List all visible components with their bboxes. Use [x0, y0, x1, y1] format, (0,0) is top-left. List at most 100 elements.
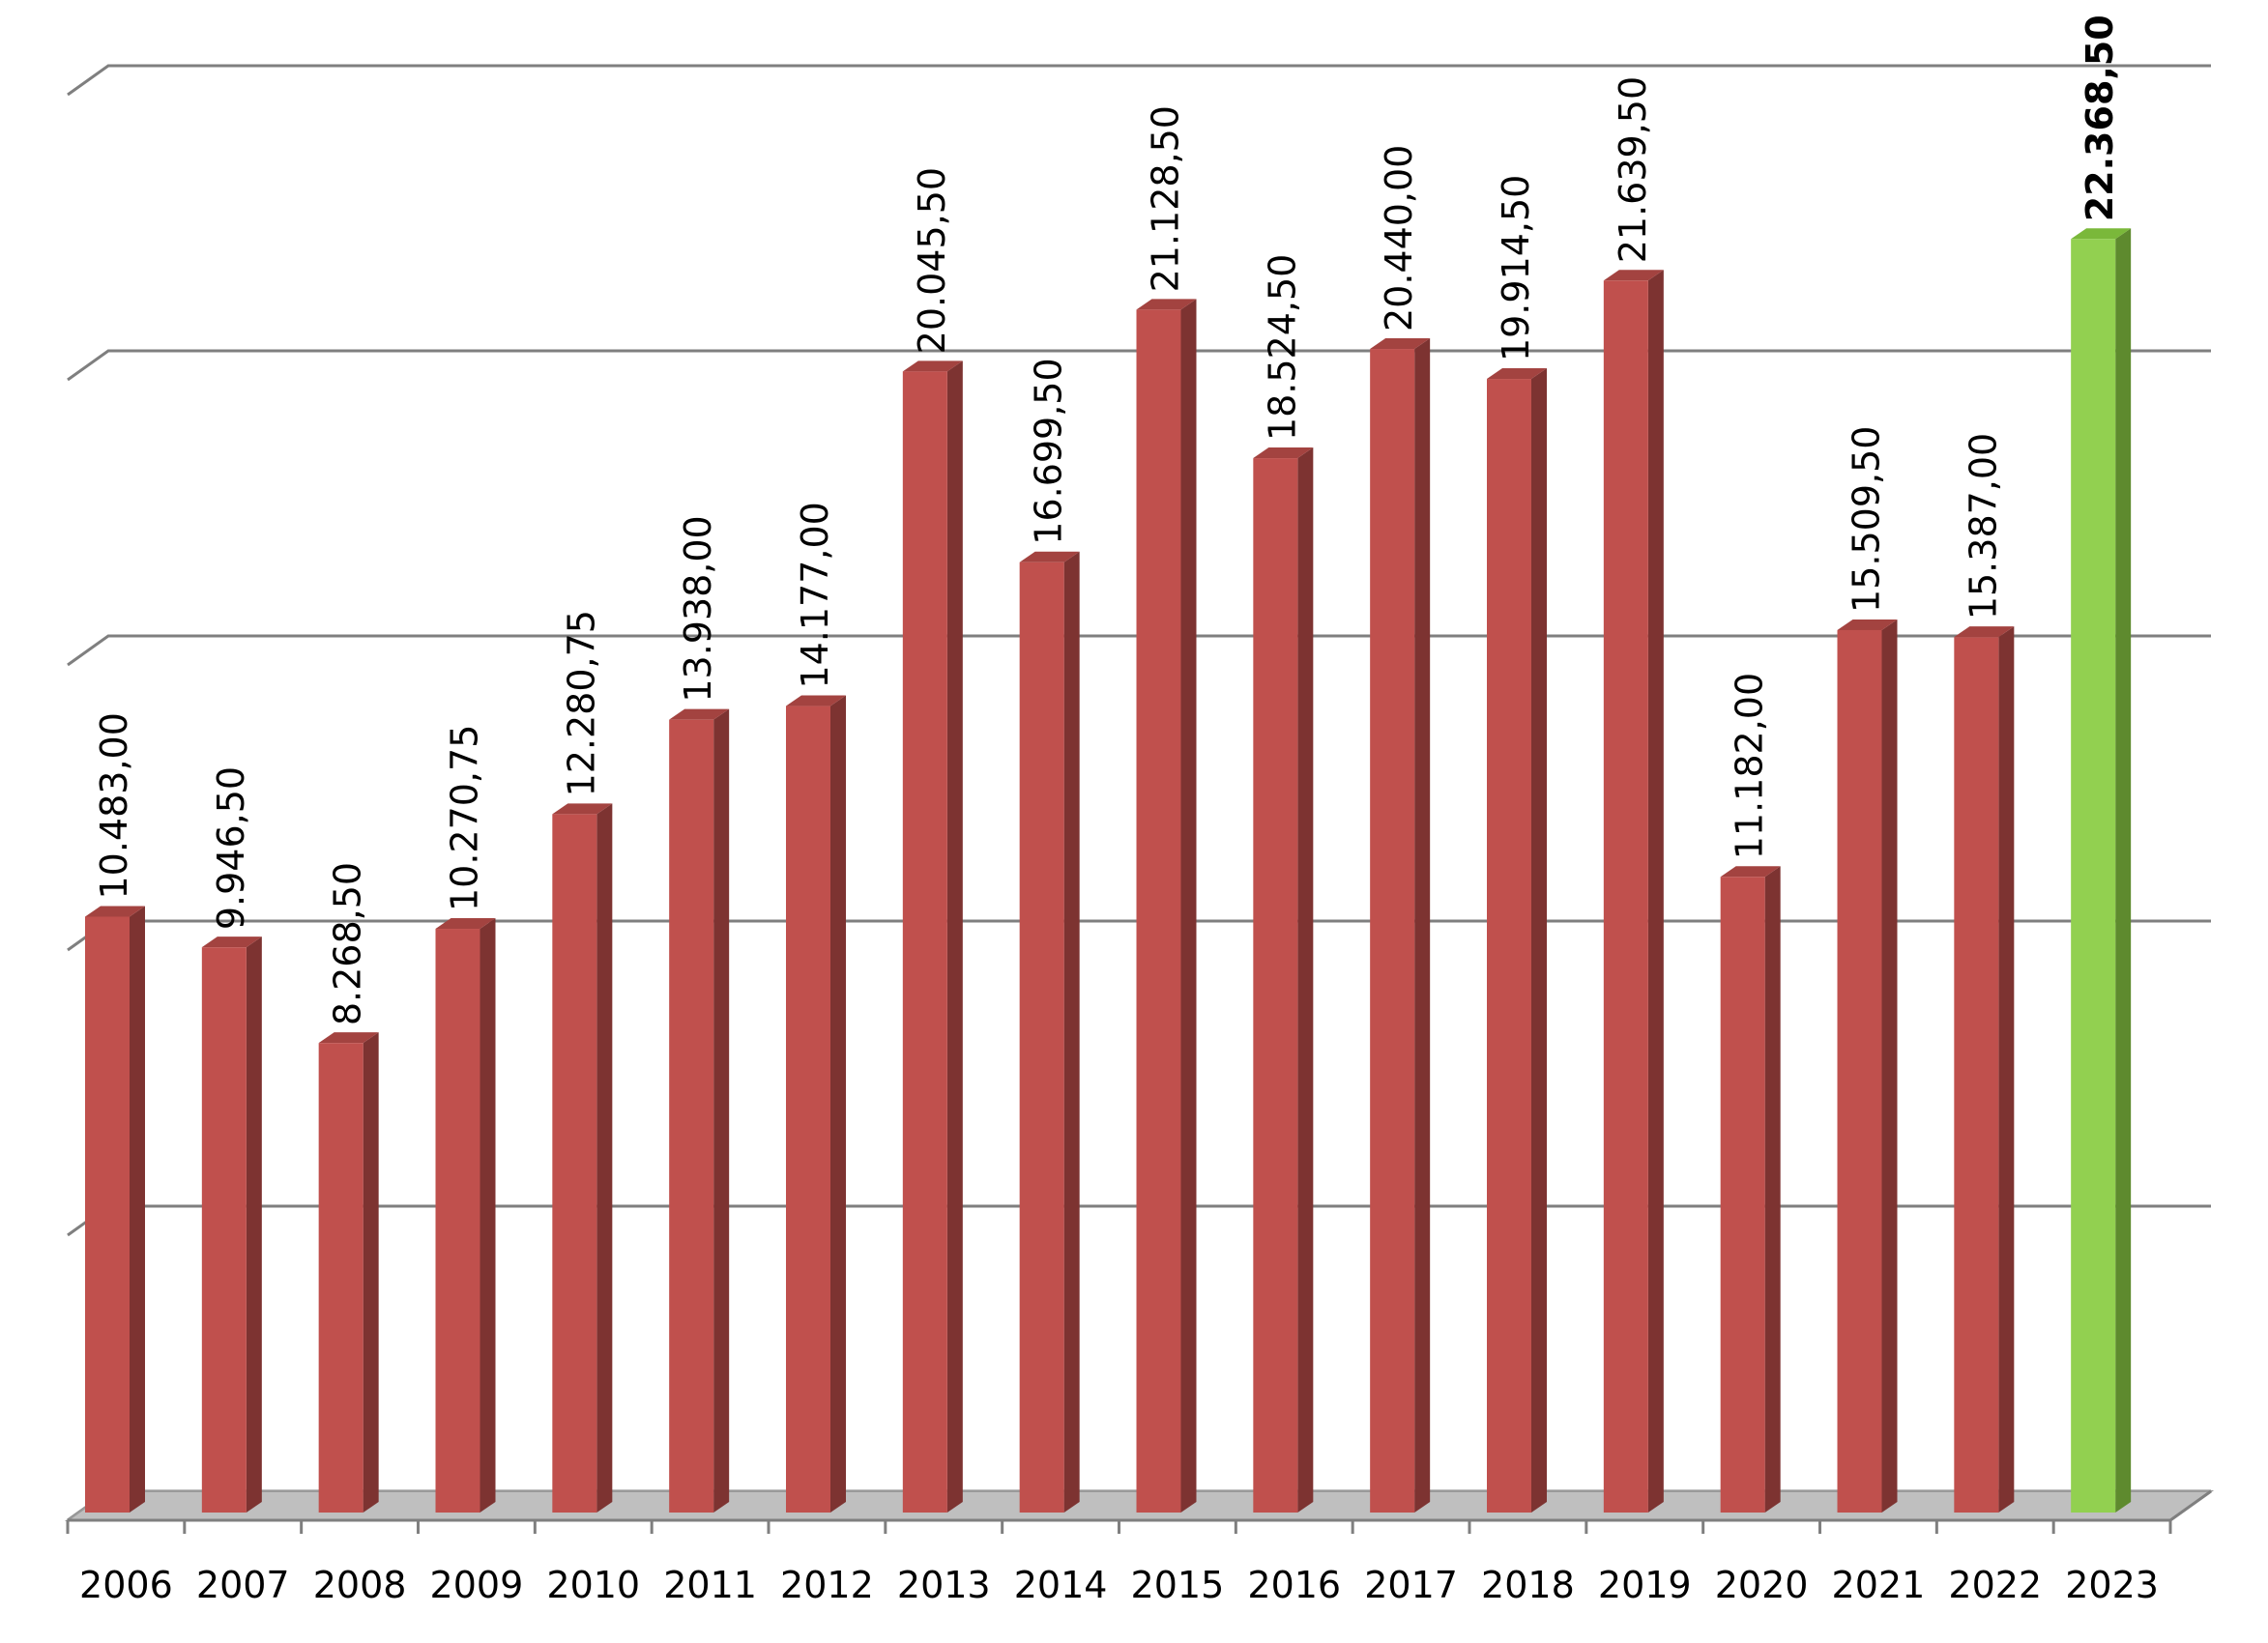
bar-top-2010: [552, 803, 613, 815]
bar-2018: [1487, 368, 1547, 1513]
x-tick-label-2009: 2009: [430, 1564, 524, 1606]
bar-top-2012: [786, 695, 846, 706]
bar-2022: [1954, 626, 2015, 1513]
bar-side-2021: [1881, 619, 1898, 1513]
bar-2008: [318, 1032, 379, 1513]
bar-front-2009: [435, 929, 480, 1513]
x-tick-label-2010: 2010: [546, 1564, 640, 1606]
bar-2017: [1370, 338, 1431, 1513]
bar-2020: [1720, 866, 1781, 1513]
x-tick-label-2008: 2008: [313, 1564, 407, 1606]
bar-top-2019: [1603, 270, 1664, 281]
x-tick-label-2022: 2022: [1948, 1564, 2042, 1606]
bar-2009: [435, 918, 496, 1513]
bar-2019: [1603, 270, 1664, 1513]
bar-front-2008: [318, 1043, 363, 1513]
bar-top-2015: [1136, 299, 1197, 310]
data-label-2006: 10.483,00: [93, 712, 135, 899]
bar-2015: [1136, 299, 1197, 1513]
data-label-2011: 13.938,00: [677, 515, 719, 702]
data-label-2020: 11.182,00: [1729, 673, 1771, 859]
bar-side-2010: [596, 803, 613, 1513]
bar-side-2013: [946, 360, 963, 1513]
x-tick-label-2013: 2013: [897, 1564, 991, 1606]
x-tick-label-2014: 2014: [1014, 1564, 1108, 1606]
bar-top-2013: [902, 360, 963, 372]
gridline-4: [67, 349, 2211, 382]
x-tick-label-2019: 2019: [1598, 1564, 1692, 1606]
bar-side-2007: [246, 937, 262, 1513]
bar-front-2016: [1253, 458, 1298, 1513]
bar-front-2014: [1019, 562, 1064, 1513]
bar-2010: [552, 803, 613, 1513]
x-tick-label-2016: 2016: [1247, 1564, 1341, 1606]
bar-front-2021: [1837, 629, 1882, 1513]
bar-top-2014: [1019, 551, 1080, 562]
bar-top-2022: [1954, 626, 2015, 638]
data-label-2017: 20.440,00: [1378, 145, 1420, 331]
bar-side-2017: [1414, 338, 1431, 1513]
data-label-2018: 19.914,50: [1495, 175, 1537, 361]
bar-front-2011: [669, 719, 714, 1513]
bar-top-2011: [669, 708, 730, 720]
x-tick-label-2020: 2020: [1715, 1564, 1809, 1606]
bar-2014: [1019, 551, 1080, 1513]
data-label-2008: 8.268,50: [327, 862, 369, 1025]
bar-front-2017: [1370, 349, 1415, 1513]
bar-side-2019: [1647, 270, 1664, 1513]
bar-front-2010: [552, 814, 597, 1513]
bar-2023: [2071, 228, 2132, 1513]
bar-2006: [85, 906, 145, 1513]
data-label-2022: 15.387,00: [1962, 433, 2004, 620]
bar-side-2012: [830, 695, 846, 1513]
bar-front-2013: [902, 371, 947, 1513]
x-tick-label-2006: 2006: [79, 1564, 173, 1606]
bar-front-2022: [1954, 637, 1999, 1513]
x-tick-label-2011: 2011: [663, 1564, 757, 1606]
bar-side-2015: [1180, 299, 1197, 1513]
x-tick-label-2007: 2007: [196, 1564, 290, 1606]
data-labels: 10.483,00 9.946,50 8.268,50 10.270,75 12.280…: [93, 14, 2121, 1025]
data-label-2007: 9.946,50: [210, 766, 252, 930]
bar-top-2016: [1253, 447, 1314, 459]
data-label-2013: 20.045,50: [911, 167, 953, 354]
bar-top-2009: [435, 918, 496, 930]
bar-top-2020: [1720, 866, 1781, 878]
x-tick-label-2017: 2017: [1364, 1564, 1458, 1606]
bar-side-2006: [130, 906, 145, 1513]
bar-2021: [1837, 619, 1898, 1513]
data-label-2009: 10.270,75: [444, 725, 486, 911]
bar-front-2019: [1603, 280, 1648, 1513]
x-tick-label-2021: 2021: [1832, 1564, 1926, 1606]
floor-right-edge: [2169, 1489, 2212, 1522]
bar-front-2015: [1136, 309, 1181, 1513]
bar-2011: [669, 708, 730, 1513]
bar-front-2023: [2071, 239, 2116, 1513]
bar-top-2018: [1487, 368, 1547, 380]
data-label-2016: 18.524,50: [1261, 254, 1303, 441]
bar-2013: [902, 360, 963, 1513]
data-label-2010: 12.280,75: [560, 610, 602, 796]
bar-top-2006: [85, 906, 145, 917]
data-label-2015: 21.128,50: [1145, 105, 1187, 292]
data-label-2012: 14.177,00: [794, 502, 836, 688]
data-label-2021: 15.509,50: [1846, 426, 1888, 613]
bar-side-2023: [2115, 228, 2132, 1513]
bar-front-2020: [1720, 877, 1765, 1513]
bar-side-2014: [1063, 551, 1080, 1513]
x-tick-label-2012: 2012: [780, 1564, 874, 1606]
bar-top-2021: [1837, 619, 1898, 630]
bar-side-2008: [363, 1032, 379, 1513]
bar-2007: [201, 937, 262, 1513]
bar-side-2020: [1764, 866, 1781, 1513]
data-label-2019: 21.639,50: [1612, 76, 1654, 263]
x-tick-label-2015: 2015: [1131, 1564, 1225, 1606]
bar-top-2008: [318, 1032, 379, 1044]
bar-side-2011: [713, 708, 730, 1513]
bar-2016: [1253, 447, 1314, 1513]
bar-side-2022: [1998, 626, 2015, 1513]
x-axis: 2006 2007 2008 2009 2010 2011 2012 2013 2014 2015…: [66, 1489, 2212, 1606]
bar-top-2023: [2071, 228, 2132, 240]
x-tick-label-2018: 2018: [1481, 1564, 1575, 1606]
